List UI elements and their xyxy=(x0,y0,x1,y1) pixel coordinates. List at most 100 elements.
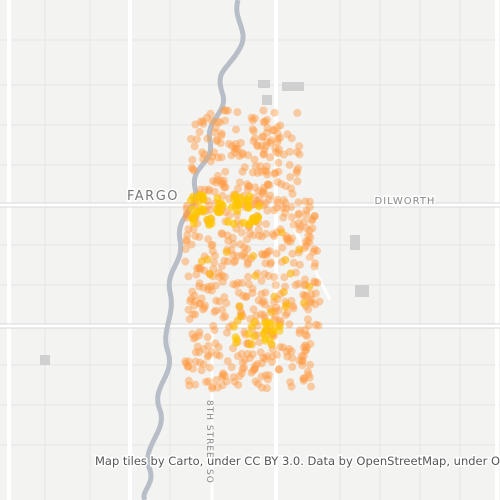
dot xyxy=(185,381,194,390)
dot xyxy=(189,334,198,343)
dot xyxy=(288,249,297,258)
dot xyxy=(233,206,242,215)
dot xyxy=(245,192,254,201)
dot xyxy=(287,347,296,356)
dot xyxy=(283,130,292,139)
dot xyxy=(268,126,277,135)
dot xyxy=(231,144,239,153)
dot xyxy=(272,203,281,212)
dot xyxy=(223,328,231,337)
dot xyxy=(218,305,227,314)
dot xyxy=(285,147,294,156)
dot xyxy=(250,318,259,326)
dot xyxy=(223,231,232,240)
dot xyxy=(242,292,251,301)
dot xyxy=(196,264,205,273)
dot xyxy=(221,183,230,192)
dot xyxy=(261,259,270,268)
dot xyxy=(303,343,312,352)
dot xyxy=(270,169,279,178)
dot xyxy=(302,223,311,232)
dot xyxy=(275,145,283,154)
dot xyxy=(217,129,226,138)
dot xyxy=(192,270,201,279)
dot xyxy=(184,362,193,371)
dot xyxy=(304,321,313,330)
dot xyxy=(241,293,250,301)
dot xyxy=(243,260,252,269)
dot xyxy=(190,301,199,310)
dot xyxy=(308,216,316,225)
dot xyxy=(258,133,267,142)
dot xyxy=(262,142,270,150)
dot xyxy=(197,257,206,266)
dot xyxy=(298,356,307,365)
dot xyxy=(244,151,253,160)
dot xyxy=(311,300,320,309)
dot xyxy=(195,282,204,291)
dot xyxy=(263,123,272,132)
dot xyxy=(243,185,252,194)
dot xyxy=(203,113,211,122)
dot xyxy=(274,365,283,374)
dot xyxy=(261,318,269,327)
dot xyxy=(276,133,285,142)
dot xyxy=(307,290,316,298)
dot xyxy=(232,194,241,203)
dot xyxy=(184,225,193,234)
dot xyxy=(282,204,291,213)
dot xyxy=(238,251,247,260)
dot xyxy=(204,235,213,244)
dot xyxy=(277,180,286,189)
dot xyxy=(289,304,298,313)
dot xyxy=(211,281,220,290)
dot xyxy=(234,184,242,193)
dot xyxy=(302,206,311,215)
dot xyxy=(212,376,221,385)
dot xyxy=(221,312,230,321)
dot xyxy=(217,271,226,280)
dot xyxy=(233,252,242,260)
dot xyxy=(282,300,291,309)
dot xyxy=(195,264,204,273)
dot xyxy=(303,315,312,324)
dot xyxy=(213,171,222,180)
dot xyxy=(260,166,269,175)
dot xyxy=(253,360,262,369)
dot xyxy=(195,348,204,357)
dot xyxy=(259,132,267,141)
dot xyxy=(184,376,193,385)
dot xyxy=(299,376,308,385)
dot xyxy=(195,331,203,340)
dot xyxy=(270,232,279,240)
dot xyxy=(300,299,308,307)
street-label: 8TH STREET SO xyxy=(204,400,214,484)
dot xyxy=(308,224,317,233)
dot xyxy=(286,269,295,278)
dot xyxy=(249,127,258,135)
dot xyxy=(263,352,272,361)
dot xyxy=(229,240,238,248)
dot xyxy=(195,232,204,241)
dot xyxy=(279,343,287,352)
dot xyxy=(210,187,219,196)
dot xyxy=(285,345,294,353)
dot xyxy=(214,153,222,162)
dot xyxy=(270,108,279,117)
dot xyxy=(223,357,232,366)
dot xyxy=(187,240,196,249)
dot xyxy=(289,258,298,267)
dot xyxy=(292,169,301,178)
dot xyxy=(287,382,296,391)
dot xyxy=(294,210,303,219)
dot xyxy=(195,127,204,136)
dot xyxy=(207,348,216,357)
dot xyxy=(263,170,272,179)
dot xyxy=(297,352,306,360)
dot xyxy=(302,345,311,354)
dot xyxy=(287,213,296,222)
dot xyxy=(312,320,320,329)
dot xyxy=(310,212,319,221)
dot xyxy=(230,148,239,157)
dot xyxy=(235,302,244,311)
